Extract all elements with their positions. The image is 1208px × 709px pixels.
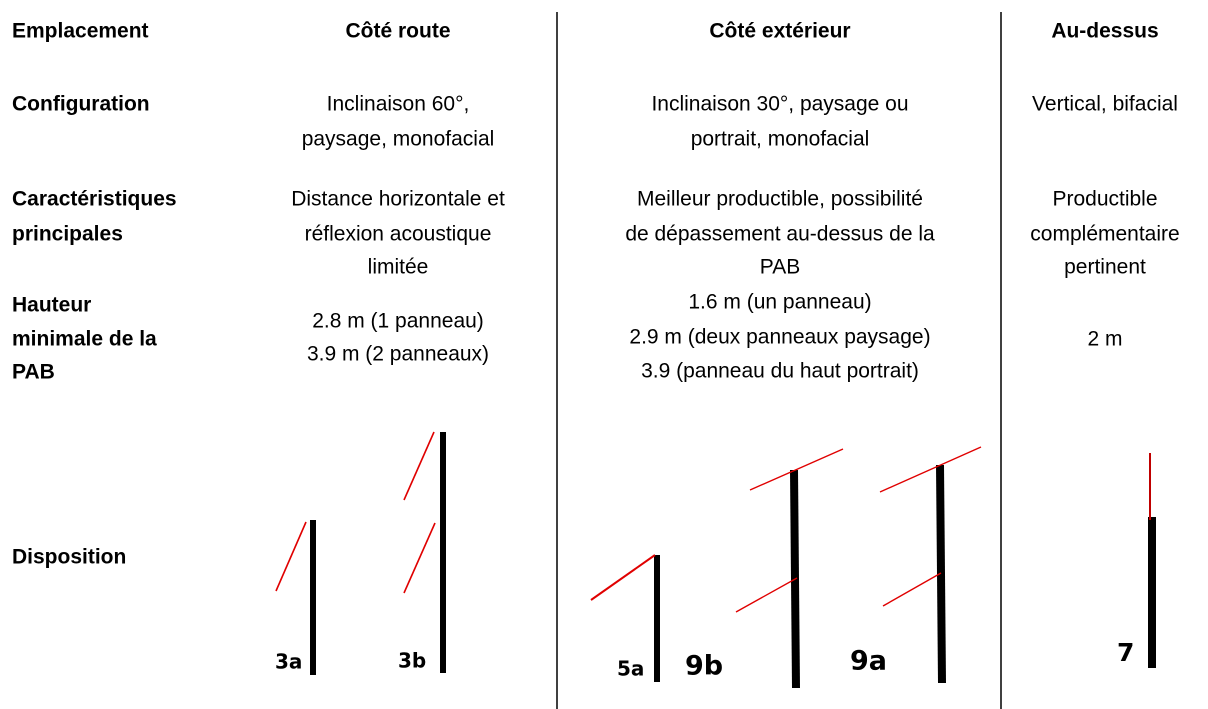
diagram-label: 9b xyxy=(685,651,723,682)
cell-text: pertinent xyxy=(1064,256,1146,279)
cell-text: 2 m xyxy=(1087,328,1122,351)
diagram-label: 9a xyxy=(850,646,887,677)
cell-text: paysage, monofacial xyxy=(302,128,495,151)
cell-text: 3.9 m (2 panneaux) xyxy=(307,343,489,366)
cell-text: 3.9 (panneau du haut portrait) xyxy=(641,360,919,383)
row-label: Caractéristiques xyxy=(12,188,177,211)
post xyxy=(936,464,946,684)
diagram-label: 7 xyxy=(1117,638,1134,667)
cell-text: Productible xyxy=(1052,188,1157,211)
cell-text: 1.6 m (un panneau) xyxy=(688,291,871,314)
cell-text: Meilleur productible, possibilité xyxy=(637,188,923,211)
diagram-label: 3a xyxy=(275,650,302,674)
cell-text: 2.8 m (1 panneau) xyxy=(312,310,484,333)
column-header: Au-dessus xyxy=(1051,20,1158,43)
cell-text: Inclinaison 30°, paysage ou xyxy=(651,93,908,116)
cell-text: Vertical, bifacial xyxy=(1032,93,1178,116)
column-header: Côté route xyxy=(346,20,451,43)
panel xyxy=(403,522,436,594)
panel xyxy=(749,448,844,491)
panel xyxy=(590,554,656,601)
diagram-label: 5a xyxy=(617,657,644,681)
cell-text: PAB xyxy=(760,256,800,279)
panel xyxy=(275,521,307,592)
row-label: Disposition xyxy=(12,546,126,569)
cell-text: limitée xyxy=(368,256,429,279)
cell-text: 2.9 m (deux panneaux paysage) xyxy=(629,326,930,349)
cell-text: réflexion acoustique xyxy=(305,223,492,246)
cell-text: Inclinaison 60°, xyxy=(327,93,470,116)
panel xyxy=(879,446,982,493)
diagram-label: 3b xyxy=(398,649,426,673)
cell-text: portrait, monofacial xyxy=(691,128,870,151)
row-label: minimale de la xyxy=(12,328,157,351)
cell-text: complémentaire xyxy=(1030,223,1179,246)
diagrams xyxy=(275,431,1156,689)
column-header: Emplacement xyxy=(12,20,149,43)
row-label: principales xyxy=(12,223,123,246)
cell-text: de dépassement au-dessus de la xyxy=(625,223,935,246)
panel xyxy=(882,572,942,607)
cell-text: Distance horizontale et xyxy=(291,188,505,211)
panel xyxy=(403,431,435,501)
row-label: Hauteur xyxy=(12,294,91,317)
panel xyxy=(735,577,798,613)
row-label: Configuration xyxy=(12,93,150,116)
column-header: Côté extérieur xyxy=(709,20,850,43)
row-label: PAB xyxy=(12,361,55,384)
